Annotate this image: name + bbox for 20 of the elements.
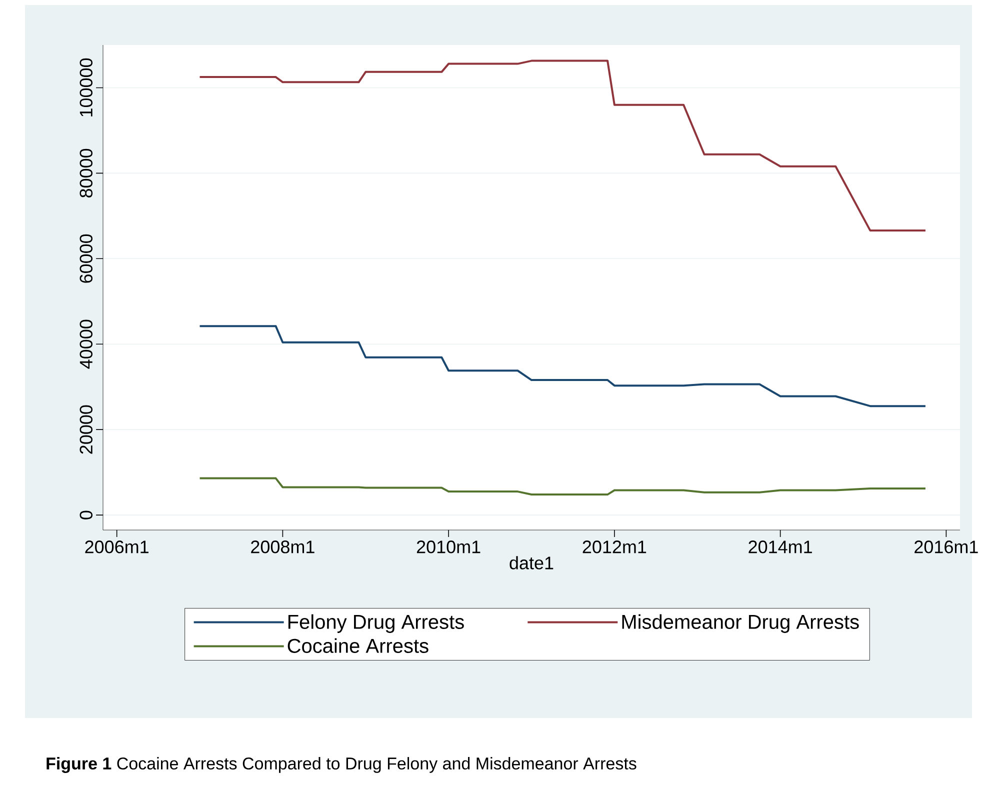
line-series [198, 477, 926, 496]
y-tick-label: 20000 [80, 405, 93, 454]
y-tick-label: 60000 [80, 234, 93, 283]
legend-label: Misdemeanor Drug Arrests [622, 614, 859, 633]
line-series [198, 60, 926, 232]
x-tick-label: 2014m1 [748, 540, 812, 554]
text: Figure 1 Cocaine Arrests Compared to Drug Felony and Misdemeanor Arrests [46, 757, 636, 773]
y-tick-label: 100000 [80, 58, 93, 116]
y-tick-label: 80000 [80, 148, 93, 198]
y-tick-label: 0 [80, 510, 93, 520]
x-tick-label: 2008m1 [251, 540, 314, 554]
y-tick-label: 40000 [80, 320, 93, 369]
x-tick-label: 2012m1 [582, 540, 646, 554]
x-axis-title: date1 [510, 556, 554, 570]
x-tick-label: 2006m1 [85, 540, 148, 554]
line-series [198, 325, 926, 408]
legend-label: Felony Drug Arrests [288, 614, 464, 633]
x-tick-label: 2016m1 [914, 540, 978, 554]
x-tick-label: 2010m1 [416, 540, 480, 554]
legend-label: Cocaine Arrests [288, 638, 428, 653]
